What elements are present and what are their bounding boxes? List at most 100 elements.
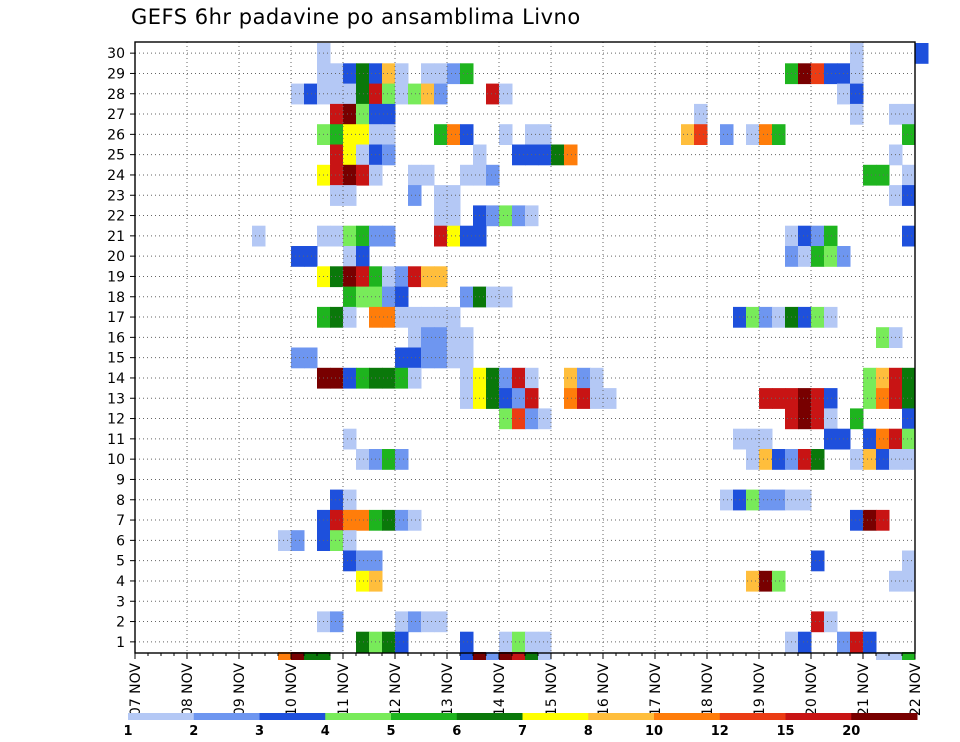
heatmap-cell <box>291 530 305 551</box>
heatmap-cell <box>798 388 812 409</box>
heatmap-cell <box>772 449 786 470</box>
heatmap-cell <box>395 266 409 288</box>
legend-label: 1 <box>123 724 132 739</box>
heatmap-cell <box>512 367 526 389</box>
y-tick-label: 23 <box>107 188 125 204</box>
heatmap-cell <box>798 408 812 430</box>
y-tick-label: 26 <box>107 127 125 143</box>
y-tick-label: 9 <box>116 472 125 488</box>
heatmap-cell <box>343 63 357 85</box>
heatmap-cell <box>902 428 916 450</box>
y-tick-label: 21 <box>107 229 125 245</box>
heatmap-cell <box>356 570 370 592</box>
x-tick-label: 17 NOV <box>648 663 664 717</box>
heatmap-cell <box>382 103 396 125</box>
heatmap-cell <box>304 246 318 267</box>
heatmap-cell <box>356 83 370 105</box>
heatmap-cell <box>538 408 552 430</box>
heatmap-cell <box>382 124 396 145</box>
heatmap-cell <box>330 144 344 166</box>
heatmap-cell <box>460 652 474 660</box>
heatmap-cell <box>343 489 357 511</box>
heatmap-cell <box>824 246 838 267</box>
heatmap-cell <box>499 408 513 430</box>
heatmap-cell <box>382 509 396 531</box>
heatmap-cell <box>330 63 344 85</box>
heatmap-cell <box>343 509 357 531</box>
legend-label: 7 <box>518 724 527 739</box>
heatmap-cell <box>902 550 916 572</box>
legend-label: 2 <box>189 724 198 739</box>
heatmap-cell <box>564 144 578 166</box>
heatmap-cell <box>356 63 370 85</box>
x-tick-label: 14 NOV <box>492 663 508 717</box>
heatmap-cell <box>902 388 916 409</box>
heatmap-cell <box>447 347 461 369</box>
legend-label: 10 <box>645 724 663 739</box>
y-tick-label: 13 <box>107 391 125 407</box>
heatmap-cell <box>746 489 760 511</box>
x-tick-label: 12 NOV <box>388 663 404 717</box>
heatmap-cell <box>447 327 461 348</box>
heatmap-cell <box>382 225 396 247</box>
heatmap-cell <box>408 306 422 328</box>
heatmap-cell <box>330 103 344 125</box>
heatmap-cell <box>798 631 812 653</box>
y-tick-label: 30 <box>107 46 125 62</box>
heatmap-cell <box>434 63 448 85</box>
heatmap-cell <box>486 205 500 227</box>
heatmap-cell <box>343 164 357 186</box>
heatmap-cell <box>876 367 890 389</box>
heatmap-cell <box>395 367 409 389</box>
heatmap-cell <box>330 124 344 145</box>
heatmap-cell <box>447 124 461 145</box>
heatmap-cell <box>876 164 890 186</box>
heatmap-cell <box>902 570 916 592</box>
y-tick-label: 3 <box>116 594 125 610</box>
heatmap-cell <box>343 124 357 145</box>
y-tick-label: 12 <box>107 412 125 428</box>
legend-color-swatch <box>391 713 458 720</box>
heatmap-cell <box>902 225 916 247</box>
heatmap-cell <box>798 306 812 328</box>
heatmap-cell <box>382 144 396 166</box>
heatmap-cell <box>538 652 552 660</box>
heatmap-cell <box>434 327 448 348</box>
heatmap-cell <box>759 428 773 450</box>
heatmap-cell <box>811 388 825 409</box>
heatmap-cell <box>772 489 786 511</box>
y-tick-label: 11 <box>107 432 125 448</box>
heatmap-cell <box>720 124 734 145</box>
heatmap-cell <box>811 63 825 85</box>
legend-color-swatch <box>456 713 523 720</box>
heatmap-cell <box>798 225 812 247</box>
heatmap-cell <box>486 388 500 409</box>
heatmap-cell <box>304 652 318 660</box>
legend-label: 20 <box>842 724 860 739</box>
heatmap-cell <box>434 83 448 105</box>
x-tick-label: 10 NOV <box>284 663 300 717</box>
heatmap-cell <box>382 367 396 389</box>
heatmap-cell <box>499 124 513 145</box>
heatmap-cell <box>902 185 916 206</box>
heatmap-cell <box>759 570 773 592</box>
y-tick-label: 19 <box>107 269 125 285</box>
y-tick-label: 5 <box>116 554 125 570</box>
heatmap-cell <box>343 83 357 105</box>
heatmap-cell <box>343 428 357 450</box>
heatmap-cell <box>499 652 513 660</box>
legend-color-swatch <box>654 713 721 720</box>
heatmap-cell <box>798 449 812 470</box>
heatmap-cell <box>330 306 344 328</box>
y-tick-label: 8 <box>116 493 125 509</box>
heatmap-cell <box>603 388 617 409</box>
heatmap-cell <box>590 367 604 389</box>
heatmap-cell <box>356 124 370 145</box>
heatmap-cell <box>824 388 838 409</box>
heatmap-cell <box>850 631 864 653</box>
heatmap-cell <box>343 367 357 389</box>
heatmap-cell <box>902 103 916 125</box>
heatmap-cell <box>434 185 448 206</box>
heatmap-cell <box>538 124 552 145</box>
heatmap-cell <box>512 205 526 227</box>
